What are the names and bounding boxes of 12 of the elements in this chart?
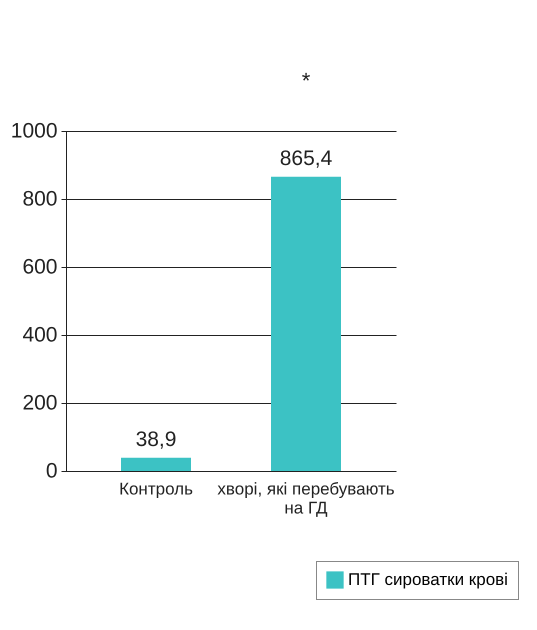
y-tick-label: 600 [22, 256, 58, 278]
x-tick-label: хворі, які перебувають на ГД [217, 480, 395, 518]
text: * [302, 68, 311, 93]
legend-label: ПТГ сироватки крові [348, 570, 508, 589]
data-label: 38,9 [136, 428, 176, 451]
y-tick-label: 800 [22, 188, 58, 210]
y-tick-label: 0 [46, 460, 58, 482]
y-tick-label: 1000 [10, 120, 58, 142]
x-tick-label: Контроль [119, 480, 194, 498]
y-tick-label: 200 [22, 392, 58, 414]
data-label: 865,4 [280, 146, 333, 170]
y-tick-label: 400 [22, 324, 58, 346]
